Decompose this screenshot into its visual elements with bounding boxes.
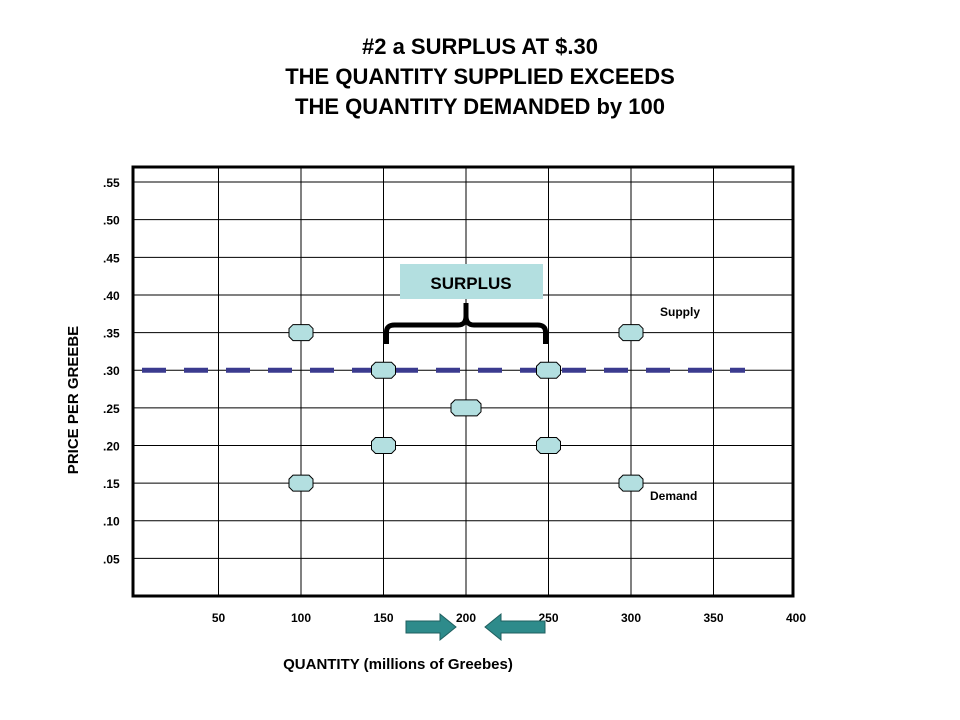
y-tick-label: .25 [103,402,120,416]
x-axis-label: QUANTITY (millions of Greebes) [283,656,513,673]
x-tick-label: 50 [212,611,226,625]
surplus-brace [384,303,548,344]
data-point-supply [618,324,644,342]
right-arrow-icon [405,612,457,642]
chart-grid [133,167,793,596]
title-line-3: THE QUANTITY DEMANDED by 100 [295,94,665,119]
x-tick-labels: 50 100 150 200 250 300 350 400 [212,611,807,625]
quantity-arrows [405,612,546,642]
chart-title: #2 a SURPLUS AT $.30 THE QUANTITY SUPPLI… [0,32,960,122]
demand-curve-label: Demand [650,489,697,503]
data-point-demand [618,474,644,492]
data-point-supply [450,399,482,417]
y-tick-label: .15 [103,477,120,491]
y-tick-label: .45 [103,251,120,265]
data-point-demand [288,324,314,342]
y-tick-label: .05 [103,552,120,566]
data-point-supply [371,436,396,454]
y-tick-label: .10 [103,515,120,529]
y-tick-label: .35 [103,327,120,341]
data-point-demand [536,436,561,454]
surplus-label: SURPLUS [430,274,511,293]
x-tick-label: 300 [621,611,641,625]
surplus-label-box [400,264,543,299]
x-tick-label: 150 [373,611,393,625]
x-tick-label: 350 [703,611,723,625]
y-tick-label: .55 [103,176,120,190]
x-tick-label: 200 [456,611,476,625]
left-arrow-icon [484,612,546,642]
data-markers [288,324,644,492]
x-tick-label: 100 [291,611,311,625]
data-point-demand [371,361,396,379]
y-tick-label: .30 [103,364,120,378]
supply-curve-label: Supply [660,305,700,319]
y-tick-labels: .55 .50 .45 .40 .35 .30 .25 .20 .15 .10 .05 [103,176,120,566]
data-point-supply [536,361,561,379]
x-tick-label: 400 [786,611,806,625]
data-point-supply [288,474,314,492]
annotations: SURPLUS Supply Demand [384,264,700,503]
y-axis-label: PRICE PER GREEBE [65,326,82,474]
plot-area-frame [131,165,795,598]
title-line-1: #2 a SURPLUS AT $.30 [362,34,598,59]
y-tick-label: .50 [103,214,120,228]
y-tick-label: .40 [103,289,120,303]
y-tick-label: .20 [103,439,120,453]
title-line-2: THE QUANTITY SUPPLIED EXCEEDS [285,64,675,89]
